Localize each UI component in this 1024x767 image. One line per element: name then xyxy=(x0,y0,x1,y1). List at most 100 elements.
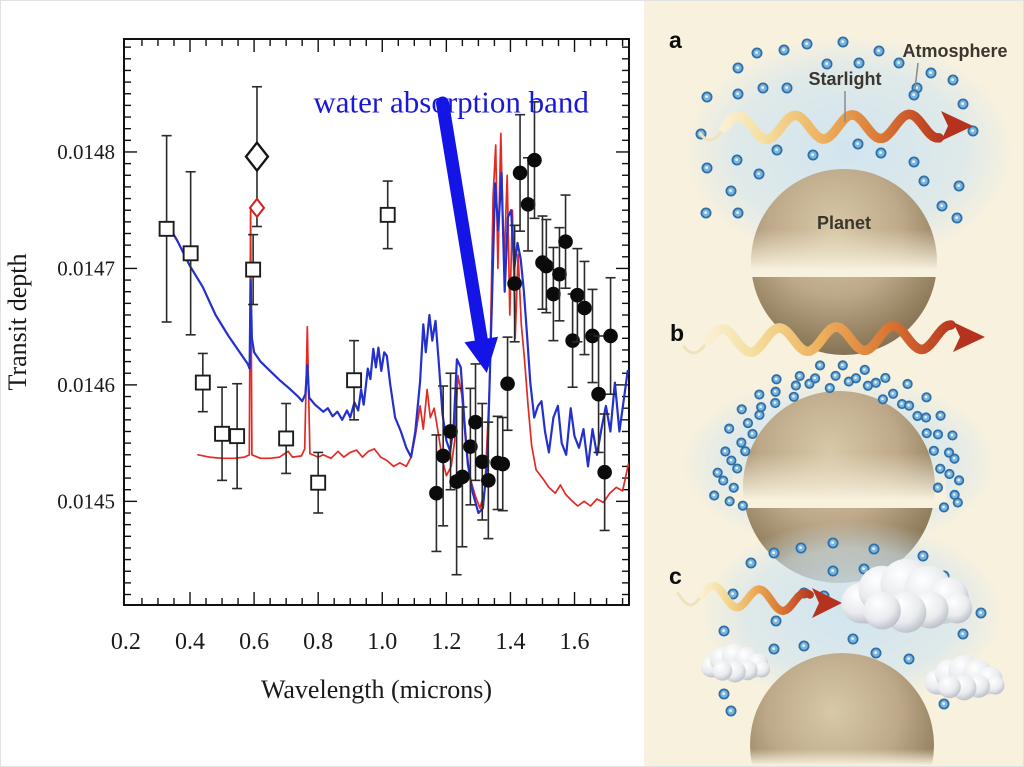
molecule-dot xyxy=(790,380,801,391)
plot-area xyxy=(158,85,629,576)
panel-a: a Starlight Atmosphere Planet xyxy=(669,27,1014,355)
molecule-dot xyxy=(718,688,730,700)
y-axis-title: Transit depth xyxy=(3,254,32,391)
starlight-wave-tail xyxy=(698,126,726,142)
data-point-circle xyxy=(435,448,451,464)
cloud-puff xyxy=(712,660,733,681)
data-point-square xyxy=(182,245,199,262)
molecule-dot xyxy=(770,615,782,627)
molecule-dot xyxy=(742,417,754,429)
data-point-circle xyxy=(507,276,522,291)
molecule-dot xyxy=(875,147,887,159)
molecule-dot xyxy=(724,423,735,434)
planet-bottom-fade xyxy=(740,229,950,277)
molecule-dot xyxy=(768,547,780,559)
molecule-dot xyxy=(837,360,848,371)
molecule-dot xyxy=(888,388,899,399)
cloud-puff xyxy=(938,675,961,699)
molecule-dot xyxy=(795,542,807,554)
data-point-circle xyxy=(558,234,573,249)
molecule-dot xyxy=(768,643,780,655)
data-point-circle xyxy=(481,473,496,488)
molecule-dot xyxy=(938,698,950,710)
molecule-dot xyxy=(873,45,885,57)
spectrum-plot-svg: 0.2 0.4 0.6 0.8 1.0 1.2 1.4 1.6 0.0145 0.0146 0.01… xyxy=(1,1,644,766)
x-tick-label: 1.6 xyxy=(560,629,590,655)
molecule-dot xyxy=(712,467,723,478)
data-point-circle xyxy=(500,376,515,392)
molecule-dot xyxy=(732,88,744,100)
x-tick-label: 1.4 xyxy=(495,629,525,655)
starlight-wave-tail xyxy=(682,339,710,355)
molecule-dot xyxy=(736,404,747,415)
molecule-dot xyxy=(801,38,813,50)
y-tick-label: 0.0147 xyxy=(57,256,115,280)
data-point-circle xyxy=(455,469,470,485)
molecule-dot xyxy=(771,374,782,385)
data-point-circle xyxy=(463,439,478,454)
molecule-dot xyxy=(932,429,944,440)
starlight-wave xyxy=(703,320,956,358)
molecule-dot xyxy=(925,67,937,79)
cloud xyxy=(841,558,973,633)
data-point-circle xyxy=(565,333,580,348)
molecule-dot xyxy=(935,410,946,421)
data-point-square xyxy=(194,374,211,391)
molecules xyxy=(718,537,987,717)
data-point-circle xyxy=(527,152,542,168)
starlight-arrowhead xyxy=(953,322,985,352)
molecule-dot xyxy=(731,154,743,166)
data-point-circle xyxy=(512,165,528,181)
molecule-dot xyxy=(953,180,965,192)
molecule-dot xyxy=(908,89,920,101)
molecule-dot xyxy=(747,428,758,440)
annotation-text: water absorption band xyxy=(313,84,589,119)
molecule-dot xyxy=(827,537,839,549)
data-point-diamond-red xyxy=(248,197,266,219)
molecule-dot xyxy=(903,653,915,665)
molecule-dot xyxy=(877,394,888,405)
planet-label: Planet xyxy=(817,213,871,233)
molecule-dot xyxy=(935,463,946,474)
planet-bottom-fade xyxy=(744,749,944,766)
molecule-dot xyxy=(754,389,765,400)
molecule-dot xyxy=(952,497,963,508)
panel-c: c xyxy=(669,521,1005,766)
molecule-dot xyxy=(814,360,826,371)
molecule-dot xyxy=(847,633,859,645)
molecule-dot xyxy=(917,550,929,562)
starlight-wave xyxy=(719,109,944,145)
molecule-dot xyxy=(936,200,948,212)
cloud-puff xyxy=(753,661,771,678)
data-point-circle xyxy=(591,386,606,402)
molecule-dot xyxy=(709,490,720,501)
data-point-square xyxy=(346,372,363,389)
molecule-dot xyxy=(859,364,870,375)
molecule-dot xyxy=(745,557,757,569)
data-point-circle xyxy=(520,197,536,212)
data-point-circle xyxy=(443,424,458,439)
molecule-dot xyxy=(728,482,739,493)
cloud-puff xyxy=(985,675,1005,695)
molecule-dot xyxy=(850,373,862,384)
starlight-arrowhead xyxy=(812,588,842,618)
molecule-dot xyxy=(753,168,765,180)
annotation-arrow-head xyxy=(464,336,499,374)
molecule-dot xyxy=(967,125,979,137)
molecule-dot xyxy=(893,57,905,69)
molecule-dot xyxy=(756,402,767,413)
molecule-dot xyxy=(862,380,874,391)
molecule-dot xyxy=(732,463,743,474)
starlight-arrowhead xyxy=(941,111,973,141)
molecule-dot xyxy=(794,370,805,382)
series-optical-data-squares xyxy=(158,134,396,514)
molecule-dot xyxy=(903,400,915,411)
molecule-dot xyxy=(852,138,864,150)
data-point-circle xyxy=(468,414,483,430)
illustration-svg: a Starlight Atmosphere Planet b c xyxy=(644,1,1023,766)
axis-ticks xyxy=(124,39,629,605)
x-tick-label: 1.2 xyxy=(431,629,461,655)
data-point-square xyxy=(310,474,327,491)
data-point-circle xyxy=(603,328,618,344)
molecule-dot xyxy=(824,382,835,394)
